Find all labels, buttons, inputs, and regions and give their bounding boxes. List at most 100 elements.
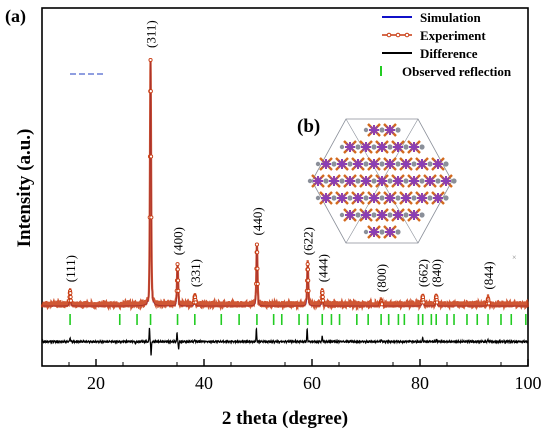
atom-gray bbox=[395, 127, 401, 133]
atom-gray bbox=[379, 127, 385, 133]
atom-purple bbox=[321, 159, 331, 169]
atom-purple bbox=[409, 176, 419, 186]
atom-gray bbox=[371, 178, 377, 184]
atom-purple bbox=[433, 159, 443, 169]
atom-gray bbox=[419, 178, 425, 184]
experiment-series bbox=[40, 57, 529, 312]
atom-purple bbox=[409, 142, 419, 152]
atom-gray bbox=[411, 161, 417, 167]
atom-gray bbox=[363, 127, 369, 133]
atom-purple bbox=[345, 142, 355, 152]
peak-label: (800) bbox=[374, 264, 389, 292]
atom-gray bbox=[395, 161, 401, 167]
atom-gray bbox=[379, 229, 385, 235]
experiment-marker bbox=[320, 294, 325, 300]
peak-label: (440) bbox=[250, 207, 265, 235]
legend-experiment-marker bbox=[404, 32, 410, 38]
peak-label: (444) bbox=[315, 254, 330, 282]
atom-purple bbox=[425, 176, 435, 186]
experiment-marker bbox=[305, 262, 310, 267]
atom-purple bbox=[361, 210, 371, 220]
experiment-marker bbox=[434, 300, 440, 305]
atom-purple bbox=[369, 159, 379, 169]
atom-purple bbox=[393, 176, 403, 186]
atom-gray bbox=[379, 161, 385, 167]
experiment-marker bbox=[176, 278, 181, 283]
legend-experiment-marker bbox=[395, 32, 401, 38]
atom-purple bbox=[329, 176, 339, 186]
atom-gray bbox=[315, 195, 321, 201]
experiment-line bbox=[40, 59, 529, 312]
atom-purple bbox=[385, 227, 395, 237]
experiment-marker bbox=[305, 267, 311, 272]
experiment-marker bbox=[255, 281, 260, 286]
experiment-marker bbox=[255, 250, 260, 255]
peak-label: (662) bbox=[416, 259, 431, 287]
atom-gray bbox=[419, 144, 425, 150]
atom-purple bbox=[385, 125, 395, 135]
atom-purple bbox=[417, 159, 427, 169]
atom-gray bbox=[387, 144, 393, 150]
experiment-marker bbox=[306, 278, 311, 283]
atom-purple bbox=[337, 159, 347, 169]
atom-purple bbox=[361, 176, 371, 186]
peak-label: (400) bbox=[171, 227, 186, 255]
atom-gray bbox=[387, 178, 393, 184]
atom-purple bbox=[385, 159, 395, 169]
atom-purple bbox=[401, 193, 411, 203]
atom-gray bbox=[427, 195, 433, 201]
plot-frame bbox=[41, 7, 529, 367]
atom-gray bbox=[451, 178, 457, 184]
experiment-marker bbox=[148, 89, 153, 94]
atom-gray bbox=[323, 178, 329, 184]
difference-line bbox=[41, 327, 529, 356]
atom-gray bbox=[339, 144, 345, 150]
experiment-marker bbox=[176, 288, 181, 293]
atom-gray bbox=[427, 161, 433, 167]
x-axis-label: 2 theta (degree) bbox=[222, 408, 348, 429]
legend-experiment-marker bbox=[386, 32, 392, 38]
legend-difference-label: Difference bbox=[420, 46, 478, 61]
atom-gray bbox=[403, 178, 409, 184]
peak-label: (111) bbox=[63, 255, 78, 282]
experiment-marker bbox=[255, 266, 260, 271]
atom-gray bbox=[419, 212, 425, 218]
experiment-marker bbox=[379, 302, 384, 307]
experiment-marker bbox=[193, 300, 198, 305]
experiment-marker bbox=[68, 291, 73, 296]
atom-gray bbox=[403, 212, 409, 218]
atom-gray bbox=[363, 195, 369, 201]
peak-label: (840) bbox=[429, 259, 444, 287]
experiment-marker bbox=[149, 215, 154, 220]
atom-gray bbox=[435, 178, 441, 184]
atom-gray bbox=[347, 195, 353, 201]
atom-gray bbox=[371, 212, 377, 218]
experiment-marker bbox=[68, 298, 73, 303]
atom-gray bbox=[395, 229, 401, 235]
atom-purple bbox=[393, 210, 403, 220]
atom-gray bbox=[307, 178, 313, 184]
experiment-marker bbox=[175, 262, 180, 267]
atom-gray bbox=[355, 212, 361, 218]
atom-gray bbox=[379, 195, 385, 201]
atom-purple bbox=[401, 159, 411, 169]
experiment-marker bbox=[175, 267, 180, 272]
experiment-marker bbox=[321, 298, 326, 303]
peak-label: (622) bbox=[301, 227, 316, 255]
x-tick-label: 20 bbox=[87, 373, 105, 393]
marker-x: × bbox=[512, 253, 517, 262]
atom-purple bbox=[361, 142, 371, 152]
atom-gray bbox=[339, 212, 345, 218]
atom-gray bbox=[443, 161, 449, 167]
atom-purple bbox=[345, 210, 355, 220]
experiment-marker bbox=[68, 294, 73, 300]
atom-gray bbox=[371, 144, 377, 150]
atom-gray bbox=[355, 144, 361, 150]
difference-series bbox=[41, 327, 529, 356]
experiment-marker bbox=[320, 291, 325, 296]
peak-labels: (111) (311) (400)(331) (440) (622)(444) (800)… bbox=[63, 20, 496, 292]
atom-gray bbox=[363, 229, 369, 235]
panel-label-b: (b) bbox=[297, 116, 320, 137]
atom-gray bbox=[355, 178, 361, 184]
